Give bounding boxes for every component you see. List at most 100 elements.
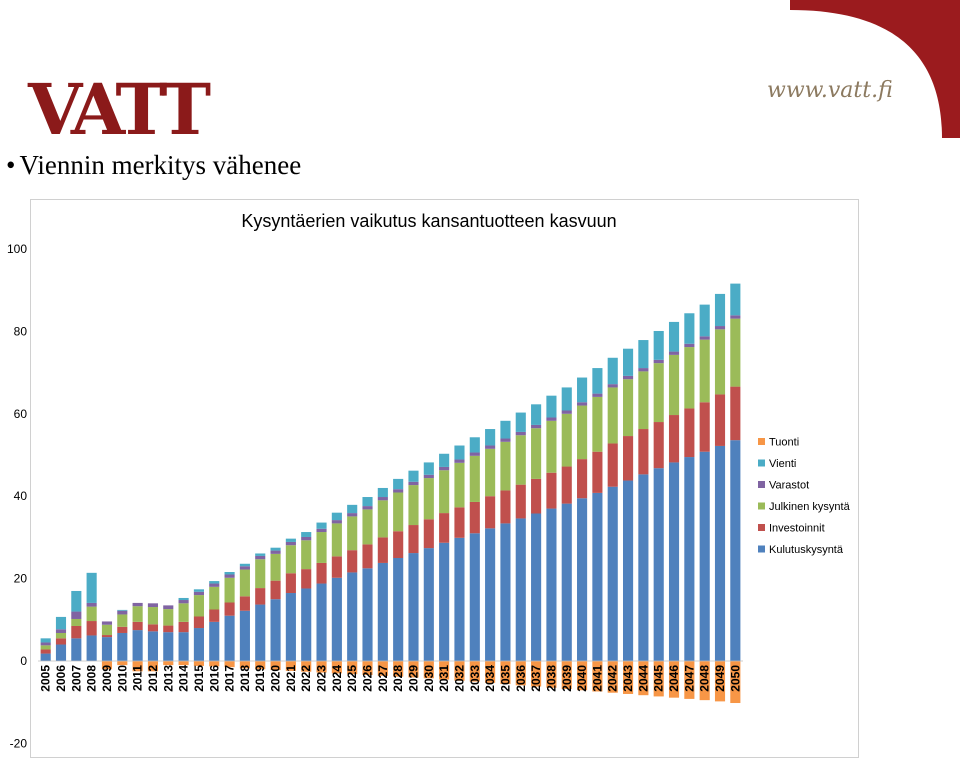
bar-varastot-2037: [531, 424, 542, 429]
bar-kulutuskysynta-2039: [561, 503, 572, 661]
bar-varastot-2043: [623, 375, 634, 380]
x-tick-label: 2008: [85, 665, 99, 692]
bar-investoinnit-2022: [301, 569, 312, 589]
x-tick-label: 2048: [698, 665, 712, 692]
bar-tuonti-2027: [377, 661, 388, 676]
website-link[interactable]: www.vatt.fi: [767, 78, 893, 103]
bar-varastot-2026: [362, 506, 373, 510]
bar-julkinen-kysynta-2013: [163, 609, 174, 626]
bar-tuonti-2035: [500, 661, 511, 685]
bar-investoinnit-2010: [117, 626, 128, 633]
bar-varastot-2031: [439, 466, 450, 471]
bar-varastot-2047: [684, 343, 695, 348]
bar-kulutuskysynta-2046: [668, 462, 680, 661]
bar-varastot-2015: [193, 591, 204, 596]
bar-julkinen-kysynta-2045: [653, 363, 664, 423]
bar-vienti-2034: [485, 429, 496, 446]
legend-label: Investoinnit: [769, 523, 825, 535]
bar-varastot-2014: [178, 600, 189, 604]
legend-swatch: [758, 502, 765, 510]
bar-varastot-2032: [454, 459, 465, 463]
bar-tuonti-2043: [623, 661, 634, 694]
bar-vienti-2033: [469, 437, 480, 453]
bar-kulutuskysynta-2015: [193, 628, 204, 661]
bar-julkinen-kysynta-2032: [454, 462, 465, 508]
bar-julkinen-kysynta-2010: [117, 614, 128, 627]
x-tick-label: 2016: [207, 665, 221, 692]
bar-investoinnit-2042: [607, 443, 618, 487]
bar-investoinnit-2023: [316, 562, 327, 584]
bar-julkinen-kysynta-2006: [55, 632, 67, 639]
bar-tuonti-2045: [653, 661, 664, 697]
bar-kulutuskysynta-2022: [301, 588, 312, 661]
bar-vienti-2040: [577, 377, 588, 403]
x-tick-label: 2024: [330, 665, 344, 692]
x-tick-label: 2022: [299, 665, 313, 692]
bar-tuonti-2037: [531, 661, 542, 687]
bar-tuonti-2013: [163, 661, 174, 666]
bar-julkinen-kysynta-2005: [40, 645, 51, 650]
bar-kulutuskysynta-2011: [132, 630, 143, 661]
bar-tuonti-2028: [393, 661, 404, 677]
bar-tuonti-2039: [561, 661, 572, 690]
bar-vienti-2018: [239, 563, 250, 567]
bar-kulutuskysynta-2047: [684, 457, 695, 661]
bar-vienti-2021: [285, 538, 296, 542]
bar-julkinen-kysynta-2035: [500, 441, 511, 491]
x-tick-label: 2033: [468, 665, 482, 692]
bar-varastot-2033: [469, 452, 480, 456]
bar-tuonti-2018: [239, 661, 250, 669]
bar-kulutuskysynta-2019: [255, 604, 266, 661]
bar-investoinnit-2015: [193, 616, 204, 629]
bar-varastot-2013: [163, 605, 174, 610]
bar-investoinnit-2017: [224, 602, 235, 616]
bar-investoinnit-2044: [638, 429, 649, 475]
bar-julkinen-kysynta-2033: [469, 455, 480, 502]
bar-vienti-2026: [362, 497, 373, 507]
bar-vienti-2007: [71, 590, 82, 612]
bar-julkinen-kysynta-2012: [147, 607, 159, 625]
bar-investoinnit-2012: [147, 624, 159, 632]
bar-julkinen-kysynta-2019: [255, 559, 266, 589]
x-tick-label: 2034: [483, 665, 497, 692]
x-tick-label: 2030: [422, 665, 436, 692]
bar-investoinnit-2043: [623, 436, 634, 481]
bar-vienti-2049: [714, 293, 726, 327]
x-tick-label: 2023: [315, 665, 329, 692]
bar-julkinen-kysynta-2021: [285, 545, 296, 574]
legend-swatch: [758, 459, 765, 467]
x-tick-label: 2031: [437, 665, 451, 692]
bar-julkinen-kysynta-2014: [178, 603, 189, 622]
bar-kulutuskysynta-2023: [316, 583, 327, 661]
bar-tuonti-2024: [331, 661, 342, 674]
bar-varastot-2050: [730, 315, 741, 319]
bar-tuonti-2032: [454, 661, 465, 681]
bar-kulutuskysynta-2012: [147, 631, 159, 661]
bar-varastot-2019: [255, 555, 266, 560]
bar-tuonti-2010: [117, 661, 128, 666]
bar-investoinnit-2027: [377, 537, 388, 563]
bar-varastot-2010: [117, 610, 128, 615]
bar-investoinnit-2020: [270, 580, 281, 600]
y-tick-label: 80: [14, 324, 28, 338]
bar-investoinnit-2036: [515, 484, 526, 519]
bar-julkinen-kysynta-2022: [301, 540, 312, 570]
bar-kulutuskysynta-2028: [393, 558, 404, 661]
bar-kulutuskysynta-2025: [347, 572, 358, 661]
vatt-logo: VATT: [28, 68, 211, 151]
bar-julkinen-kysynta-2011: [132, 606, 143, 622]
bar-vienti-2005: [40, 638, 51, 643]
bar-julkinen-kysynta-2023: [316, 532, 327, 563]
bar-kulutuskysynta-2042: [607, 486, 618, 661]
bar-julkinen-kysynta-2042: [607, 387, 618, 444]
bar-kulutuskysynta-2032: [454, 537, 465, 661]
bar-vienti-2047: [684, 313, 695, 344]
legend-swatch: [758, 545, 765, 553]
bar-tuonti-2034: [485, 661, 496, 683]
bar-vienti-2039: [561, 387, 572, 411]
bar-varastot-2038: [546, 417, 557, 421]
bar-kulutuskysynta-2021: [285, 593, 296, 661]
bar-vienti-2045: [653, 330, 664, 360]
bar-kulutuskysynta-2005: [40, 653, 51, 661]
